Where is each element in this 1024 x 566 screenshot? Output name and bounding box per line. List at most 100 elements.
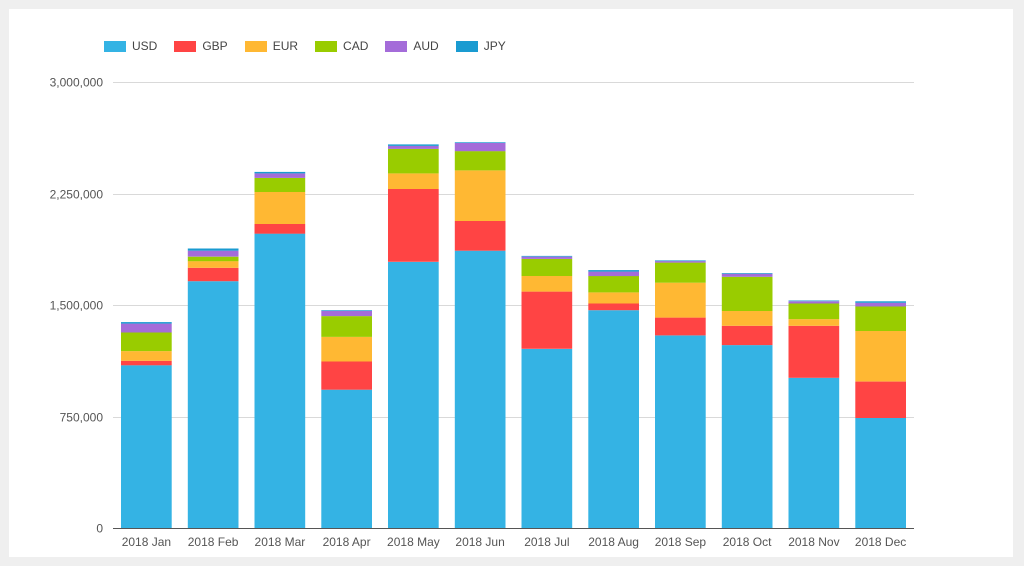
bar-segment-usd <box>454 250 506 528</box>
bar-segment-usd <box>254 233 306 528</box>
bar-segment-jpy <box>588 270 639 272</box>
bar-segment-gbp <box>721 325 773 346</box>
bar-segment-gbp <box>855 381 906 418</box>
bar-segment-eur <box>655 282 706 318</box>
x-tick-label: 2018 Jul <box>524 535 569 549</box>
y-tick-label: 1,500,000 <box>50 299 104 313</box>
bar-segment-jpy <box>521 255 573 257</box>
bar-segment-gbp <box>388 189 439 262</box>
bar-segment-eur <box>254 192 306 224</box>
x-tick-label: 2018 Jan <box>122 535 171 549</box>
bar-segment-gbp <box>254 224 306 234</box>
legend-item-gbp[interactable]: GBP <box>174 39 228 53</box>
bar-segment-eur <box>321 337 372 362</box>
bar-segment-aud <box>855 302 906 307</box>
bar-segment-eur <box>388 173 439 189</box>
y-tick-label: 2,250,000 <box>50 188 104 202</box>
bar-segment-aud <box>388 145 439 149</box>
bar-segment-jpy <box>855 301 906 303</box>
legend-swatch <box>244 40 267 52</box>
legend-item-jpy[interactable]: JPY <box>455 39 506 53</box>
bar-segment-jpy <box>454 142 506 143</box>
legend-item-usd[interactable]: USD <box>104 39 157 53</box>
bar-segment-aud <box>721 273 773 277</box>
bar-segment-eur <box>521 276 573 292</box>
legend-item-eur[interactable]: EUR <box>244 39 298 53</box>
x-tick-label: 2018 Oct <box>723 535 772 549</box>
legend-swatch <box>104 40 126 52</box>
bar-segment-jpy <box>388 144 439 146</box>
bar-segment-cad <box>655 262 706 283</box>
x-tick-label: 2018 Mar <box>255 535 306 549</box>
bar-segment-jpy <box>721 273 773 274</box>
x-tick-label: 2018 Apr <box>323 535 371 549</box>
bar-segment-gbp <box>655 317 706 336</box>
bar-segment-aud <box>521 256 573 259</box>
bar-segment-usd <box>321 389 372 528</box>
bar-segment-aud <box>254 173 306 178</box>
bar-segment-cad <box>454 151 506 171</box>
x-tick-label: 2018 May <box>387 535 440 549</box>
bar-segment-gbp <box>321 361 372 390</box>
bar-segment-jpy <box>788 300 840 302</box>
legend-label: AUD <box>413 39 439 53</box>
legend-label: GBP <box>202 39 228 53</box>
legend-item-aud[interactable]: AUD <box>385 39 439 53</box>
bar-segment-jpy <box>187 248 239 251</box>
legend-swatch <box>315 40 338 52</box>
bar-segment-cad <box>388 148 439 174</box>
bar-segment-usd <box>187 281 239 528</box>
bar-segment-usd <box>521 348 573 528</box>
x-tick-label: 2018 Dec <box>855 535 906 549</box>
bar-segment-cad <box>121 332 172 352</box>
x-tick-label: 2018 Feb <box>188 535 239 549</box>
bar-segment-usd <box>588 310 639 528</box>
bar-segment-cad <box>721 276 773 311</box>
y-tick-label: 0 <box>96 522 103 536</box>
x-tick-label: 2018 Nov <box>788 535 839 549</box>
bar-segment-gbp <box>521 291 573 349</box>
bar-segment-usd <box>388 261 439 528</box>
bar-segment-cad <box>187 256 239 262</box>
bar-segment-eur <box>721 310 773 326</box>
bar-segment-gbp <box>788 325 840 378</box>
bar-segment-aud <box>454 143 506 152</box>
bar-segment-aud <box>121 323 172 333</box>
bar-segment-aud <box>588 271 639 277</box>
bar-segment-usd <box>121 365 172 528</box>
bar-segment-gbp <box>187 267 239 282</box>
bar-segment-eur <box>788 319 840 326</box>
bar-segment-cad <box>521 258 573 276</box>
bar-segment-jpy <box>321 310 372 311</box>
x-tick-label: 2018 Aug <box>588 535 639 549</box>
legend-label: USD <box>132 39 158 53</box>
legend-item-cad[interactable]: CAD <box>315 39 368 53</box>
x-tick-label: 2018 Sep <box>655 535 707 549</box>
bar-segment-usd <box>788 377 840 528</box>
bar-segment-usd <box>655 335 706 528</box>
y-tick-label: 750,000 <box>60 411 104 425</box>
legend-label: CAD <box>343 39 369 53</box>
chart-legend: USD GBP EUR CAD AUD JPY <box>104 39 523 53</box>
legend-swatch <box>174 40 197 52</box>
legend-swatch <box>455 40 478 52</box>
bar-segment-aud <box>655 261 706 263</box>
bar-segment-gbp <box>454 221 506 251</box>
bar-segment-cad <box>321 316 372 337</box>
legend-swatch <box>385 40 408 52</box>
bar-segment-eur <box>855 331 906 382</box>
bar-segment-eur <box>121 351 172 361</box>
bar-segment-eur <box>588 292 639 304</box>
bar-segment-jpy <box>121 322 172 324</box>
bar-segment-aud <box>187 250 239 257</box>
bar-segment-gbp <box>121 360 172 366</box>
x-tick-label: 2018 Jun <box>455 535 504 549</box>
bar-segment-cad <box>855 306 906 331</box>
chart-panel <box>9 9 1013 557</box>
bar-segment-eur <box>454 170 506 221</box>
bar-segment-usd <box>721 345 773 528</box>
bar-segment-cad <box>254 177 306 192</box>
bar-segment-aud <box>788 301 840 304</box>
y-tick-label: 3,000,000 <box>50 76 104 90</box>
